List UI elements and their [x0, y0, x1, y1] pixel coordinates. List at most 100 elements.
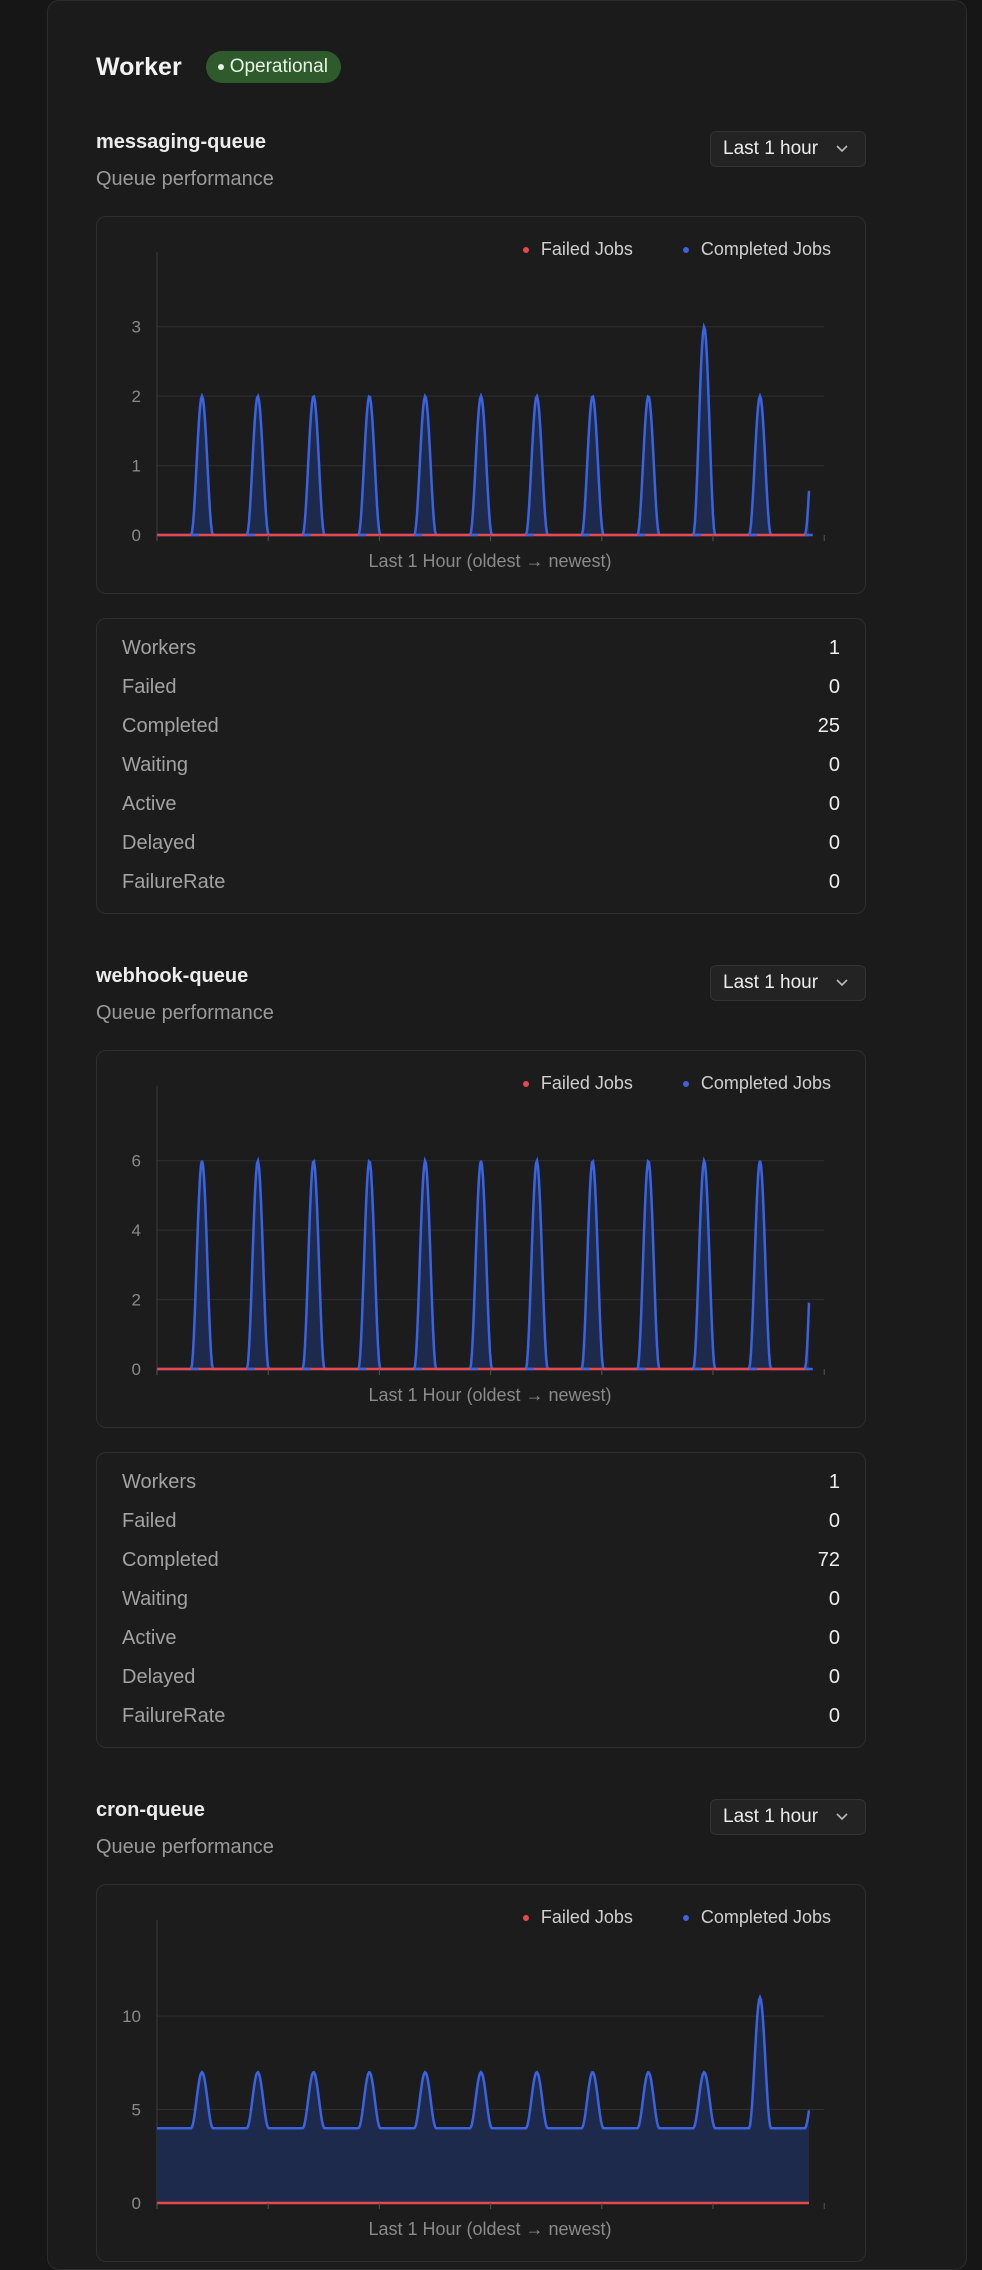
- queue-section-messaging: messaging-queue Queue performance Last 1…: [96, 131, 866, 916]
- stat-label: FailureRate: [122, 1705, 226, 1727]
- failed-dot-icon: [522, 1080, 529, 1087]
- queue-subtitle: Queue performance: [96, 168, 274, 190]
- stat-row: Waiting 0: [122, 754, 840, 784]
- queue-chart: 0 1 2 3 Last 1 Hour (oldest → newest): [132, 252, 825, 571]
- stat-label: Delayed: [122, 832, 196, 854]
- time-range-label: Last 1 hour: [723, 1806, 819, 1827]
- stat-row: Workers 1: [122, 1471, 840, 1501]
- stat-label: Waiting: [122, 1588, 188, 1610]
- stat-label: Workers: [122, 637, 197, 659]
- stat-value: 0: [828, 1666, 840, 1688]
- x-axis-label: Last 1 Hour (oldest → newest): [368, 551, 611, 571]
- time-range-select[interactable]: Last 1 hour: [710, 131, 866, 167]
- status-badge-label: Operational: [229, 56, 328, 77]
- failed-dot-icon: [522, 246, 529, 253]
- chevron-down-icon: [836, 145, 848, 153]
- time-range-select[interactable]: Last 1 hour: [710, 965, 866, 1001]
- queue-chart-card: Failed Jobs Completed Jobs 0 2 4 6 Last 1 Ho…: [96, 1050, 866, 1428]
- legend-failed[interactable]: Failed Jobs: [522, 1073, 633, 1094]
- completed-jobs-line: [157, 1993, 811, 2130]
- completed-jobs-area: [157, 1997, 809, 2203]
- stat-label: Active: [122, 1627, 177, 1649]
- stat-label: Completed: [122, 1549, 219, 1571]
- stat-row: Completed 25: [122, 715, 840, 745]
- chart-legend: Failed Jobs Completed Jobs: [473, 1907, 831, 1928]
- stat-row: FailureRate 0: [122, 871, 840, 901]
- y-tick-label: 0: [132, 2194, 141, 2213]
- legend-failed-label: Failed Jobs: [540, 239, 633, 259]
- y-tick-label: 3: [132, 318, 141, 337]
- legend-failed[interactable]: Failed Jobs: [522, 1907, 633, 1928]
- stat-label: Active: [122, 793, 177, 815]
- chart-legend: Failed Jobs Completed Jobs: [473, 239, 831, 260]
- completed-dot-icon: [682, 1914, 689, 1921]
- queue-name: cron-queue: [96, 1799, 205, 1821]
- stat-label: Delayed: [122, 1666, 196, 1688]
- queue-chart-card: Failed Jobs Completed Jobs 0 5 10 Last 1 Ho…: [96, 1884, 866, 2262]
- stat-label: FailureRate: [122, 871, 226, 893]
- time-range-label: Last 1 hour: [723, 972, 819, 993]
- x-axis-label: Last 1 Hour (oldest → newest): [368, 1385, 611, 1405]
- queue-stats-card: Workers 1 Failed 0 Completed 72 Waiting 0 Active…: [96, 1452, 866, 1748]
- stat-value: 0: [828, 1627, 840, 1649]
- y-tick-label: 6: [132, 1152, 141, 1171]
- time-range-select[interactable]: Last 1 hour: [710, 1799, 866, 1835]
- legend-completed-label: Completed Jobs: [700, 239, 831, 259]
- completed-jobs-line: [157, 1156, 811, 1371]
- y-tick-label: 0: [132, 1360, 141, 1379]
- y-tick-label: 1: [132, 457, 141, 476]
- failed-dot-icon: [522, 1914, 529, 1921]
- legend-completed[interactable]: Completed Jobs: [682, 239, 831, 260]
- stat-row: Active 0: [122, 793, 840, 823]
- completed-dot-icon: [682, 246, 689, 253]
- completed-jobs-area: [157, 326, 809, 535]
- stat-row: Active 0: [122, 1627, 840, 1657]
- completed-jobs-line: [157, 322, 811, 537]
- stat-value: 25: [817, 715, 840, 737]
- worker-header: Worker Operational: [96, 51, 341, 83]
- stat-value: 1: [828, 637, 840, 659]
- queue-chart-card: Failed Jobs Completed Jobs 0 1 2 3 Last 1 Ho…: [96, 216, 866, 594]
- legend-completed-label: Completed Jobs: [700, 1907, 831, 1927]
- stat-label: Failed: [122, 1510, 177, 1532]
- queue-name: webhook-queue: [96, 965, 249, 987]
- queue-chart: 0 2 4 6 Last 1 Hour (oldest → newest): [132, 1086, 825, 1405]
- stat-label: Failed: [122, 676, 177, 698]
- stat-row: Failed 0: [122, 676, 840, 706]
- queue-subtitle: Queue performance: [96, 1002, 274, 1024]
- queue-section-cron: cron-queue Queue performance Last 1 hour…: [96, 1799, 866, 2269]
- y-tick-label: 10: [122, 2007, 141, 2026]
- queue-section-webhook: webhook-queue Queue performance Last 1 h…: [96, 965, 866, 1750]
- y-tick-label: 2: [132, 387, 141, 406]
- legend-completed-label: Completed Jobs: [700, 1073, 831, 1093]
- stat-value: 0: [828, 676, 840, 698]
- stat-label: Waiting: [122, 754, 188, 776]
- queue-stats-card: Workers 1 Failed 0 Completed 25 Waiting 0 Active…: [96, 618, 866, 914]
- stat-value: 72: [817, 1549, 840, 1571]
- y-tick-label: 0: [132, 526, 141, 545]
- legend-completed[interactable]: Completed Jobs: [682, 1073, 831, 1094]
- stat-value: 1: [828, 1471, 840, 1493]
- queue-name: messaging-queue: [96, 131, 267, 153]
- stat-row: Waiting 0: [122, 1588, 840, 1618]
- legend-completed[interactable]: Completed Jobs: [682, 1907, 831, 1928]
- stat-row: Delayed 0: [122, 1666, 840, 1696]
- worker-panel: Worker Operational messaging-queue Queue…: [47, 0, 967, 2270]
- stat-value: 0: [828, 1705, 840, 1727]
- stat-value: 0: [828, 1588, 840, 1610]
- time-range-label: Last 1 hour: [723, 138, 819, 159]
- legend-failed[interactable]: Failed Jobs: [522, 239, 633, 260]
- stat-value: 0: [828, 793, 840, 815]
- page-title: Worker: [96, 52, 182, 81]
- legend-failed-label: Failed Jobs: [540, 1907, 633, 1927]
- stat-value: 0: [828, 754, 840, 776]
- queue-subtitle: Queue performance: [96, 1836, 274, 1858]
- status-dot-icon: [217, 64, 224, 70]
- y-tick-label: 5: [132, 2101, 141, 2120]
- stat-label: Workers: [122, 1471, 197, 1493]
- stat-row: Failed 0: [122, 1510, 840, 1540]
- chevron-down-icon: [836, 979, 848, 987]
- stat-row: FailureRate 0: [122, 1705, 840, 1735]
- queue-chart: 0 5 10 Last 1 Hour (oldest → newest): [122, 1920, 825, 2239]
- legend-failed-label: Failed Jobs: [540, 1073, 633, 1093]
